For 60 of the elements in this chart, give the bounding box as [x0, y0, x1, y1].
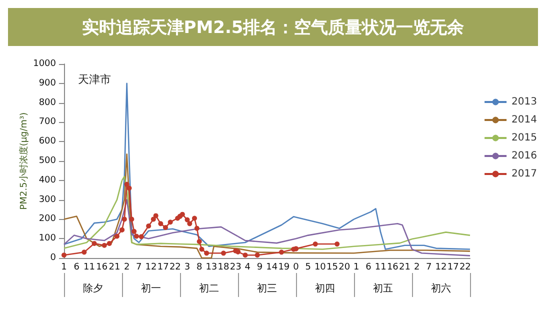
x-tick-label: 21 [399, 262, 410, 272]
x-tick-label: 6 [74, 262, 80, 272]
x-tick-label: 18 [218, 262, 230, 272]
x-tick-label: 22 [169, 262, 181, 272]
x-tick-label: 3 [184, 262, 190, 272]
x-axis-title: 初四 [315, 282, 335, 294]
x-tick-label: 16 [96, 262, 108, 272]
y-tick-label: 900 [38, 78, 56, 88]
y-tick-label: 700 [38, 117, 56, 128]
x-tick-label: 17 [157, 262, 169, 272]
x-tick-label: 21 [108, 262, 120, 272]
y-tick-label: 600 [38, 136, 56, 147]
x-tick-label: 5 [305, 262, 311, 272]
x-tick-label: 0 [293, 262, 300, 272]
x-tick-label: 20 [338, 262, 350, 272]
x-tick-label: 6 [366, 262, 372, 272]
annotation: 天津市 [78, 73, 111, 86]
y-axis-title: PM2.5小时浓度(μg/m³) [18, 112, 30, 210]
x-tick-label: 12 [435, 262, 447, 272]
legend-label: 2015 [512, 132, 538, 144]
legend-label: 2013 [512, 96, 538, 108]
y-tick-label: 200 [38, 214, 56, 224]
legend-label: 2016 [512, 150, 538, 162]
x-tick-label: 22 [459, 262, 471, 272]
x-tick-label: 10 [314, 262, 326, 272]
x-tick-label: 13 [206, 262, 218, 272]
x-tick-label: 4 [244, 262, 251, 272]
y-tick-label: 0 [50, 253, 56, 263]
x-axis-title: 除夕 [83, 282, 103, 294]
y-tick-label: 500 [38, 156, 56, 166]
x-tick-label: 17 [447, 262, 459, 272]
x-axis-title: 初一 [141, 282, 161, 294]
x-tick-label: 7 [136, 262, 142, 272]
x-tick-label: 2 [414, 262, 420, 272]
x-tick-label: 1 [61, 262, 67, 272]
x-tick-label: 2 [124, 262, 130, 272]
x-tick-label: 11 [374, 262, 386, 272]
x-tick-label: 16 [386, 262, 399, 272]
x-tick-label: 1 [354, 262, 360, 272]
x-tick-label: 23 [230, 262, 242, 272]
x-axis-title: 初六 [431, 282, 451, 294]
x-axis-title: 初二 [199, 282, 219, 294]
y-tick-label: 1000 [33, 59, 56, 69]
legend-label: 2017 [512, 168, 538, 180]
x-axis-title: 初五 [373, 282, 393, 294]
y-tick-label: 300 [38, 194, 56, 205]
y-tick-label: 100 [38, 234, 56, 244]
legend-label: 2014 [512, 114, 538, 126]
x-tick-label: 7 [426, 262, 432, 272]
x-tick-label: 19 [278, 262, 290, 272]
x-tick-label: 12 [145, 262, 157, 272]
x-tick-label: 14 [266, 262, 278, 272]
x-tick-label: 8 [196, 262, 202, 272]
y-tick-label: 800 [38, 98, 56, 108]
x-tick-label: 15 [326, 262, 338, 272]
x-tick-label: 9 [256, 262, 263, 272]
y-tick-label: 400 [38, 175, 56, 186]
x-axis-title: 初三 [257, 282, 277, 294]
x-tick-label: 11 [83, 262, 95, 272]
text: 实时追踪天津PM2.5排名：空气质量状况一览无余 [8, 8, 538, 46]
